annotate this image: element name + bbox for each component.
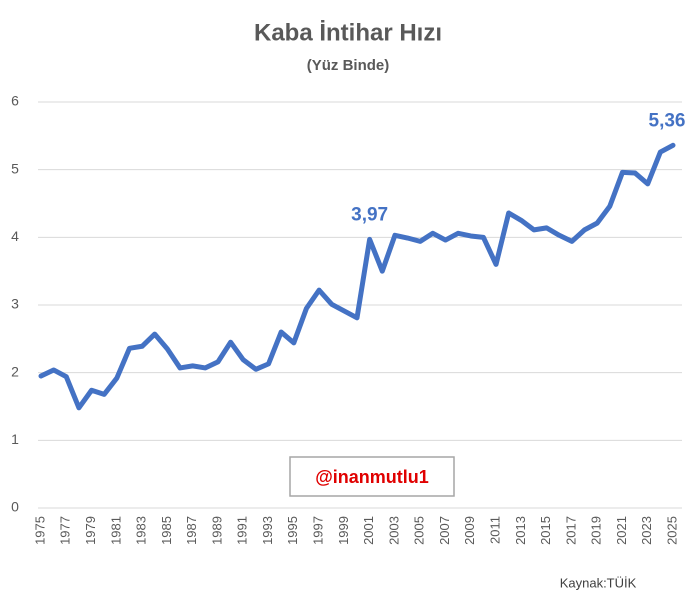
watermark-box <box>289 456 455 497</box>
x-tick-label: 1977 <box>58 516 73 545</box>
x-tick-label: 1981 <box>108 516 123 545</box>
x-tick-label: 1979 <box>83 516 98 545</box>
x-tick-label: 2005 <box>412 516 427 545</box>
x-tick-label: 1991 <box>235 516 250 545</box>
x-tick-label: 1985 <box>159 516 174 545</box>
x-tick-label: 2017 <box>563 516 578 545</box>
x-tick-label: 2025 <box>664 516 679 545</box>
x-tick-label: 2001 <box>361 516 376 545</box>
y-tick-label: 0 <box>11 499 19 515</box>
x-tick-label: 2011 <box>487 516 502 544</box>
y-tick-label: 5 <box>11 160 19 176</box>
chart-title: Kaba İntihar Hızı <box>254 19 442 46</box>
x-tick-label: 1993 <box>260 516 275 545</box>
data-label: 5,36 <box>649 110 686 131</box>
y-tick-label: 4 <box>11 228 19 244</box>
x-tick-label: 1997 <box>311 516 326 545</box>
source: Kaynak:TÜİK <box>560 575 637 590</box>
y-tick-label: 3 <box>11 296 19 312</box>
x-tick-label: 1999 <box>336 516 351 545</box>
x-tick-label: 1987 <box>184 516 199 545</box>
x-tick-label: 2009 <box>462 516 477 545</box>
x-tick-label: 2015 <box>538 516 553 545</box>
x-tick-label: 2013 <box>513 516 528 545</box>
data-label: 3,97 <box>351 204 388 225</box>
x-tick-label: 1995 <box>285 516 300 545</box>
x-tick-label: 2007 <box>437 516 452 545</box>
x-tick-label: 1983 <box>134 516 149 545</box>
watermark: @inanmutlu1 <box>315 467 429 487</box>
x-tick-label: 2003 <box>386 516 401 545</box>
x-tick-label: 2021 <box>614 516 629 545</box>
y-tick-label: 6 <box>11 93 19 109</box>
x-tick-label: 2019 <box>589 516 604 545</box>
y-tick-label: 1 <box>11 431 19 447</box>
x-tick-label: 1989 <box>209 516 224 545</box>
chart-subtitle: (Yüz Binde) <box>307 57 390 74</box>
x-tick-label: 2023 <box>639 516 654 545</box>
y-tick-label: 2 <box>11 363 19 379</box>
data-line <box>38 142 676 411</box>
x-tick-label: 1975 <box>32 516 47 545</box>
